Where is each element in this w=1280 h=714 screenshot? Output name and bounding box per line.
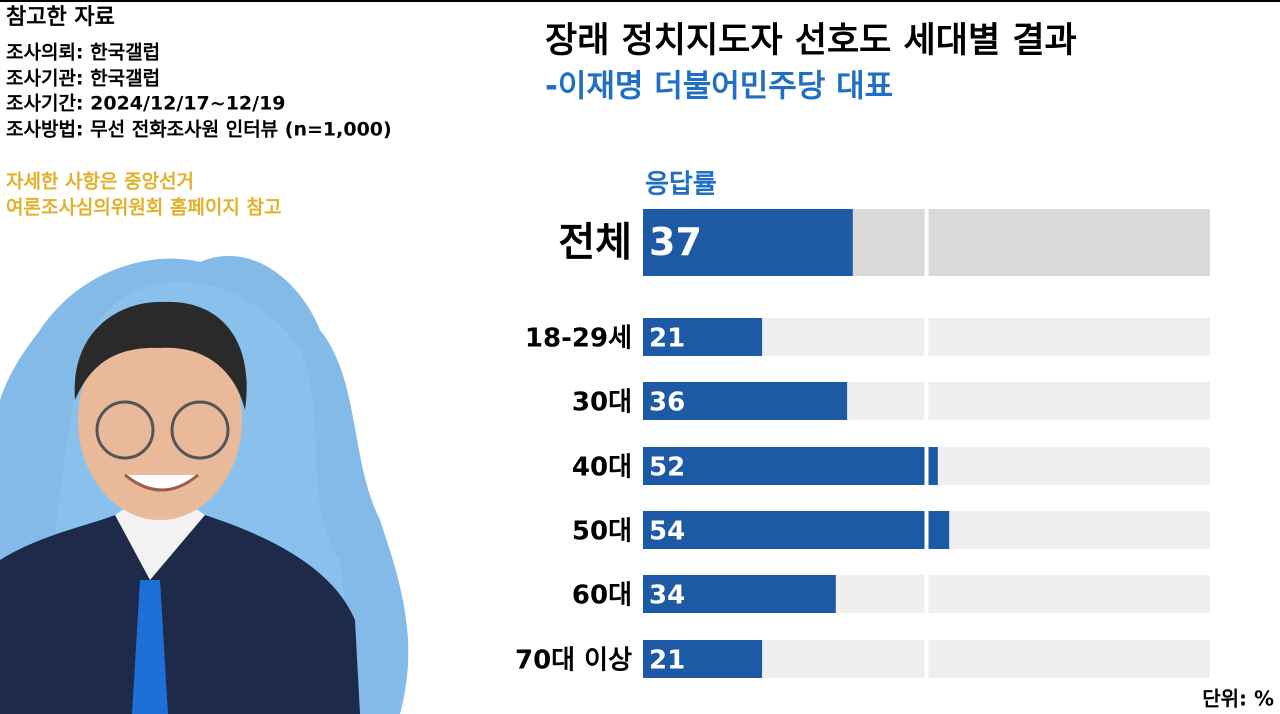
source-note: 자세한 사항은 중앙선거 [6,171,194,193]
category-label: 18-29세 [525,324,632,354]
source-line: 조사기관: 한국갤럽 [6,68,160,90]
bar [643,447,938,485]
unit-label: 단위: % [1202,687,1274,711]
bar [643,575,836,613]
value-header: 응답률 [645,170,717,200]
chart-subtitle: -이재명 더불어민주당 대표 [545,69,893,105]
source-line: 조사의뢰: 한국갤럽 [6,42,160,64]
bar-divider [924,447,929,485]
value-label: 52 [649,453,685,483]
source-line: 조사기간: 2024/12/17~12/19 [6,93,286,115]
bar [643,209,853,276]
value-label: 36 [649,388,685,418]
bar [643,511,950,549]
source-heading: 참고한 자료 [6,5,115,30]
source-line: 조사방법: 무선 전화조사원 인터뷰 (n=1,000) [6,119,392,141]
portrait [0,255,409,714]
source-note: 여론조사심의위원회 홈페이지 참고 [6,196,281,219]
category-label: 60대 [572,581,632,611]
category-label: 30대 [572,388,632,418]
bar-divider [924,382,929,420]
bar-divider [924,640,929,678]
bar-divider [924,318,929,356]
bar [643,640,763,678]
bar [643,382,848,420]
value-label: 54 [649,517,685,547]
chart-title: 장래 정치지도자 선호도 세대별 결과 [545,21,1077,61]
category-label: 전체 [558,220,632,266]
category-label: 70대 이상 [515,646,632,676]
value-label: 21 [649,646,685,676]
value-label: 21 [649,324,685,354]
category-label: 50대 [572,517,632,547]
bar-chart: 전체 37 18-29세 21 30대 36 40대 52 50대 54 60대 34 70대 이상 21 [515,209,1210,678]
bar-divider [924,209,929,276]
value-label: 37 [649,220,702,264]
value-label: 34 [649,581,685,611]
bar-divider [924,575,929,613]
bar-divider [924,511,929,549]
category-label: 40대 [572,453,632,483]
bar [643,318,763,356]
